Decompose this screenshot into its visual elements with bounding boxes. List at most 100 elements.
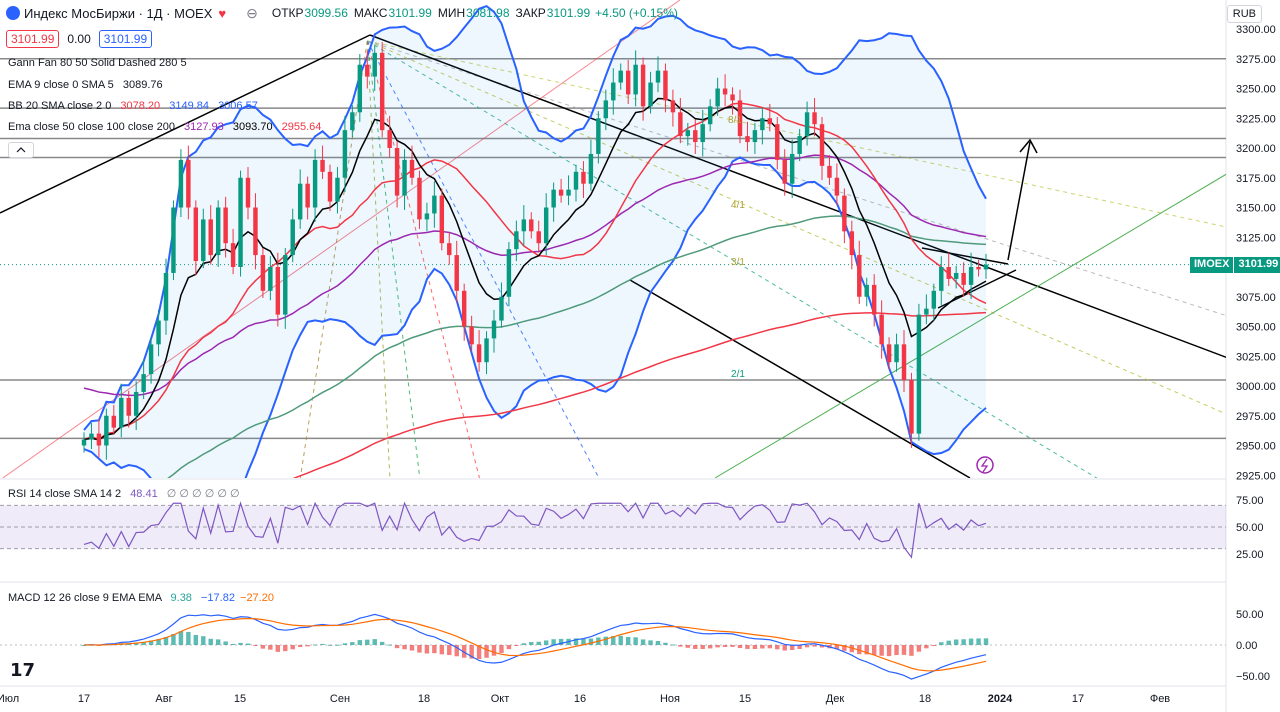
candle-body [268,267,273,291]
macd-pane[interactable] [0,613,1226,680]
minus-icon[interactable]: ⊖ [246,4,258,21]
price-axis-tick: 3200.00 [1236,143,1276,155]
ema9-legend[interactable]: EMA 9 close 0 SMA 5 3089.76 [8,79,163,91]
candle-body [678,112,683,137]
candle-body [260,255,266,291]
candle-body [506,249,512,297]
symbol-tag: IMOEX [1190,257,1234,273]
tradingview-logo[interactable]: 17 [10,660,36,681]
candle [581,161,586,198]
time-axis-tick: 15 [739,693,751,705]
low-value: 3081.98 [466,6,510,20]
buy-price-button[interactable]: 3101.99 [98,30,153,48]
change-value: +4.50 (+0.15%) [595,6,678,20]
macd-histogram-bar [909,645,914,656]
symbol-title[interactable]: Индекс МосБиржи · 1Д · MOEX [24,5,213,21]
macd-legend[interactable]: MACD 12 26 close 9 EMA EMA 9.38 −17.82 −… [8,592,274,604]
macd-histogram-bar [461,645,467,658]
macd-histogram-bar [939,642,944,645]
candle-body [827,165,832,178]
currency-button[interactable]: RUB [1226,5,1262,23]
candle [461,283,467,341]
candle [551,182,556,222]
macd-histogram-bar [215,639,221,645]
candle [417,170,422,229]
candle-body [685,130,691,137]
gann-fan-ray [367,40,1098,478]
macd-histogram-bar [633,637,638,645]
candle-body [812,112,817,125]
candle-body [700,124,705,143]
candle-body [842,195,847,232]
trend-channel-line [629,279,971,478]
candle [447,232,452,265]
heart-icon[interactable]: ♥ [218,5,227,21]
candle [469,315,474,352]
bb-basis-value: 3078.20 [120,100,161,112]
high-label: МАКС [353,6,388,20]
candle-body [461,290,467,327]
candle-body [760,118,765,131]
candle [230,228,236,275]
candle [596,111,601,164]
macd-histogram-bar [894,645,899,656]
main-pane[interactable]: 8/1 4/1 3/1 2/1 [0,0,1240,544]
time-axis-tick: 18 [919,693,931,705]
macd-histogram-bar [476,645,482,660]
macd-histogram-bar [491,645,497,656]
gann-fan-ray [367,40,1226,317]
ema-legend[interactable]: Ema close 50 close 100 close 200 3127.93… [8,121,321,133]
bb-legend[interactable]: BB 20 SMA close 2 0 3078.20 3149.84 3006… [8,100,258,112]
candle-body [499,296,504,321]
macd-histogram-bar [976,638,981,645]
macd-histogram-bar [171,634,176,645]
macd-histogram-bar [745,645,750,649]
macd-histogram-bar [409,645,415,651]
sell-price-button[interactable]: 3101.99 [6,30,60,48]
macd-histogram-bar [842,645,847,651]
macd-histogram-bar [432,645,437,654]
macd-histogram-bar [693,645,698,649]
candle [707,99,713,132]
candle [611,68,616,115]
macd-histogram-bar [529,642,534,645]
candle [484,331,489,375]
candle-body [663,70,668,101]
candle [752,123,758,154]
lightning-icon [976,456,994,474]
candle [178,149,184,218]
candle [365,50,370,89]
gann-fan-legend[interactable]: Gann Fan 80 50 Solid Dashed 280 5 [8,57,187,69]
macd-histogram-bar [536,641,541,645]
macd-histogram-bar [342,643,348,645]
macd-histogram-bar [335,644,340,646]
time-axis-tick: 2024 [988,693,1013,705]
candle [409,145,415,185]
candle-body [782,159,787,184]
rsi-pane[interactable] [0,501,1226,559]
candle-body [745,136,750,143]
time-axis-tick: Сен [330,693,350,705]
candle-body [283,255,288,315]
candle-body [238,177,243,267]
candle [782,149,787,196]
rsi-line [83,501,987,559]
candle-body [789,153,795,184]
price-axis-tick: 3175.00 [1236,173,1276,185]
candle [939,256,944,306]
candle [879,300,884,359]
low-label: МИН [437,6,466,20]
price-axis-tick: 3025.00 [1236,351,1276,363]
rsi-legend[interactable]: RSI 14 close SMA 14 2 48.41 ∅ ∅ ∅ ∅ ∅ ∅ [8,487,240,500]
candle [663,63,668,113]
macd-histogram-bar [141,641,146,645]
gann-fan-label: 8/1 [728,115,742,126]
candle-body [372,52,377,77]
candle [260,247,266,298]
candle-body [857,255,862,297]
collapse-legend-button[interactable] [8,142,34,158]
candle-body [909,380,914,434]
rsi-axis-tick: 75.00 [1236,495,1264,507]
macd-histogram-bar [924,645,929,649]
